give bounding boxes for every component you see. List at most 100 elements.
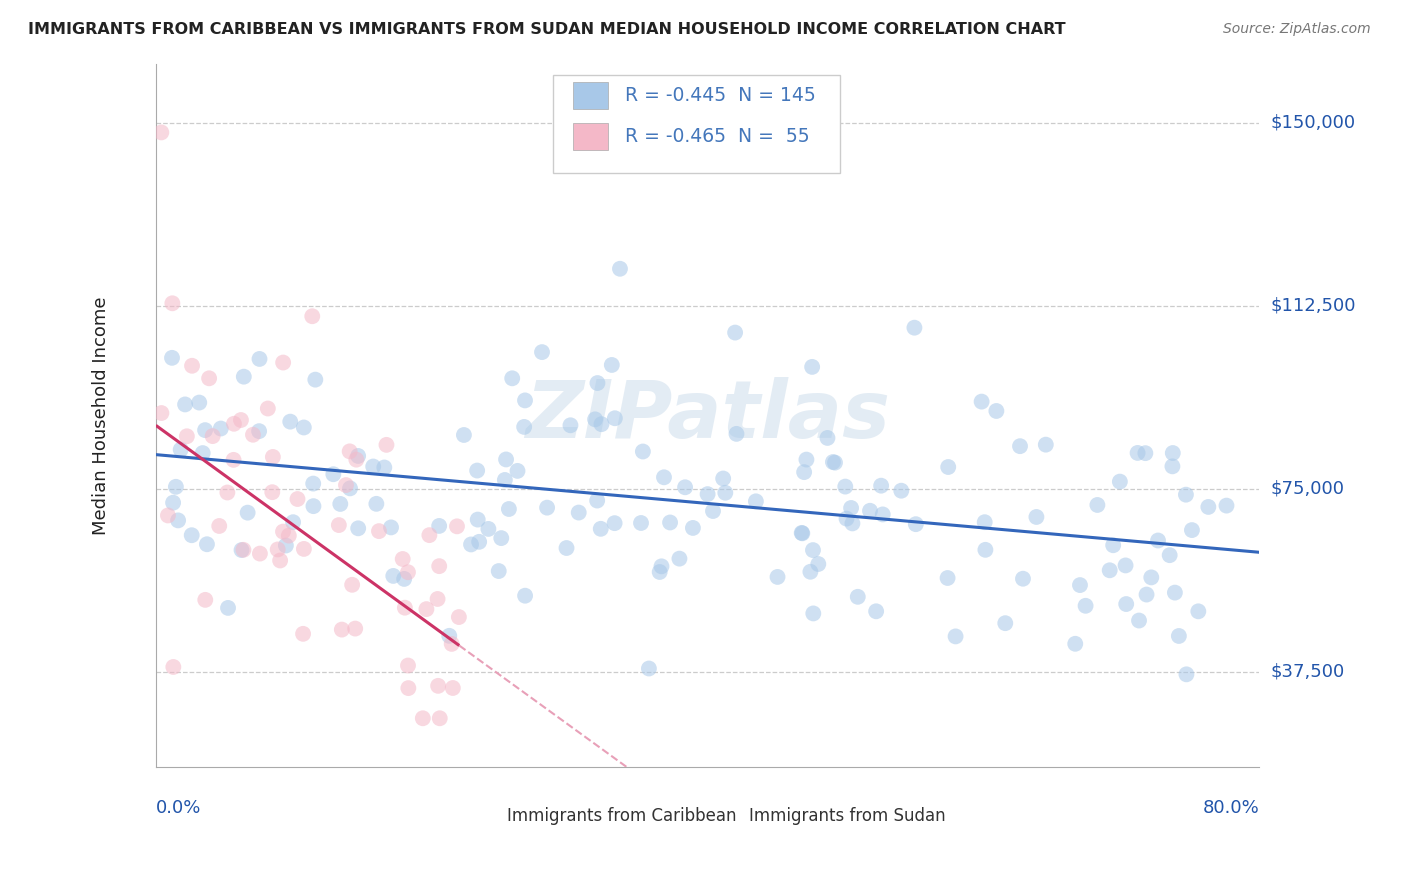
Point <box>217 601 239 615</box>
Point <box>156 508 179 523</box>
Point <box>396 681 419 695</box>
Point <box>631 444 654 458</box>
Point <box>766 570 789 584</box>
Point <box>271 355 294 369</box>
Text: $150,000: $150,000 <box>1271 113 1355 132</box>
Point <box>415 602 437 616</box>
Point <box>292 541 315 556</box>
Point <box>396 566 419 580</box>
Point <box>271 524 294 539</box>
Text: Immigrants from Sudan: Immigrants from Sudan <box>749 806 946 824</box>
Point <box>1128 614 1150 628</box>
Point <box>801 607 824 621</box>
Point <box>488 564 510 578</box>
Point <box>447 610 470 624</box>
Point <box>292 627 315 641</box>
Point <box>970 394 993 409</box>
Point <box>682 521 704 535</box>
Point <box>1167 629 1189 643</box>
Point <box>1064 637 1087 651</box>
Point <box>973 515 995 529</box>
Point <box>477 522 499 536</box>
Text: $112,500: $112,500 <box>1271 297 1355 315</box>
Point <box>846 590 869 604</box>
Point <box>375 438 398 452</box>
Point <box>1164 585 1187 599</box>
FancyBboxPatch shape <box>553 75 839 173</box>
Point <box>494 473 516 487</box>
Point <box>322 467 344 482</box>
Text: 0.0%: 0.0% <box>156 798 201 817</box>
Point <box>498 502 520 516</box>
Point <box>796 452 818 467</box>
Point <box>465 464 488 478</box>
Point <box>1161 459 1184 474</box>
Point <box>1140 570 1163 584</box>
Point <box>835 511 858 525</box>
Point <box>1102 538 1125 552</box>
Point <box>583 412 606 426</box>
Point <box>302 499 325 513</box>
Point <box>380 520 402 534</box>
Point <box>513 393 536 408</box>
Point <box>231 543 253 558</box>
Point <box>429 711 451 725</box>
Point <box>530 345 553 359</box>
Point <box>560 418 582 433</box>
Point <box>714 485 737 500</box>
Point <box>745 494 768 508</box>
Point <box>392 572 415 586</box>
Point <box>165 480 187 494</box>
FancyBboxPatch shape <box>572 82 609 109</box>
Point <box>328 518 350 533</box>
Point <box>249 547 271 561</box>
Point <box>426 591 449 606</box>
Point <box>335 478 357 492</box>
Point <box>181 359 204 373</box>
Point <box>994 616 1017 631</box>
Point <box>201 429 224 443</box>
Point <box>890 483 912 498</box>
Point <box>274 539 297 553</box>
Point <box>790 525 813 540</box>
Point <box>195 537 218 551</box>
Point <box>945 629 967 643</box>
Point <box>344 452 367 467</box>
Point <box>382 569 405 583</box>
Point <box>1175 667 1198 681</box>
Point <box>1069 578 1091 592</box>
Point <box>347 521 370 535</box>
Point <box>668 551 690 566</box>
Point <box>589 522 612 536</box>
Point <box>711 471 734 485</box>
Point <box>1087 498 1109 512</box>
Point <box>1197 500 1219 514</box>
Text: ZIPatlas: ZIPatlas <box>524 376 890 455</box>
Point <box>555 541 578 555</box>
Point <box>277 528 299 542</box>
Point <box>1115 558 1137 573</box>
Text: 80.0%: 80.0% <box>1202 798 1260 817</box>
Point <box>821 455 844 469</box>
Point <box>256 401 278 416</box>
Point <box>1098 563 1121 577</box>
Bar <box>707 807 741 825</box>
Point <box>724 326 747 340</box>
Point <box>194 592 217 607</box>
Point <box>859 504 882 518</box>
Point <box>986 404 1008 418</box>
Point <box>396 658 419 673</box>
Point <box>292 420 315 434</box>
Point <box>440 637 463 651</box>
Point <box>1187 604 1209 618</box>
Point <box>247 424 270 438</box>
Point <box>591 417 613 432</box>
Point <box>208 519 231 533</box>
Point <box>974 542 997 557</box>
Point <box>491 531 513 545</box>
Point <box>872 508 894 522</box>
Text: Immigrants from Caribbean: Immigrants from Caribbean <box>506 806 737 824</box>
Point <box>600 358 623 372</box>
Point <box>1174 488 1197 502</box>
Point <box>506 464 529 478</box>
